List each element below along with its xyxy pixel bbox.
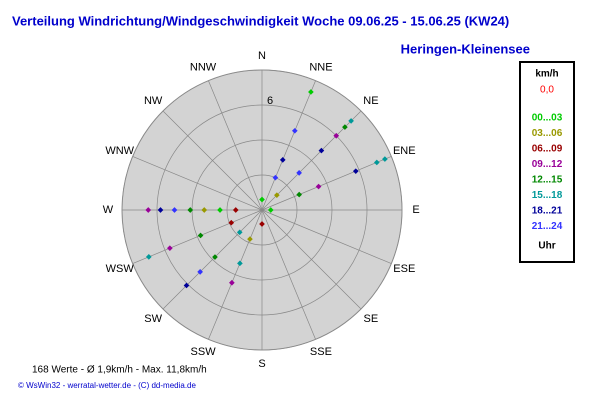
legend-entry: 06...09: [532, 144, 563, 155]
point: [267, 207, 274, 213]
point: [333, 132, 340, 139]
footer: 168 Werte - Ø 1,9km/h - Max. 11,8km/h: [32, 365, 207, 376]
spoke: [132, 156, 263, 211]
direction-label: ESE: [393, 263, 415, 275]
chart-subtitle: Heringen-Kleinensee: [401, 41, 530, 56]
point: [296, 191, 303, 198]
point: [197, 269, 203, 275]
point: [167, 245, 173, 252]
point: [197, 232, 204, 239]
direction-label: NNW: [190, 62, 217, 74]
point: [272, 174, 279, 181]
direction-label: W: [103, 204, 114, 216]
r-tick-label: 6: [267, 95, 273, 107]
direction-label: NNE: [309, 62, 332, 74]
direction-label: SSW: [191, 346, 217, 358]
point: [183, 282, 190, 289]
point: [373, 159, 380, 166]
spoke: [162, 110, 263, 211]
legend-entry: 21...24: [532, 221, 563, 232]
direction-label: ENE: [393, 145, 416, 157]
spoke: [208, 209, 263, 340]
point: [232, 207, 239, 213]
legend-calm: 0,0: [540, 85, 554, 96]
point: [348, 118, 354, 124]
point: [171, 207, 178, 213]
point: [296, 170, 302, 176]
legend-entry: 18...21: [532, 206, 563, 217]
legend-box: [519, 61, 575, 263]
direction-label: WSW: [106, 263, 135, 275]
chart-title: Verteilung Windrichtung/Windgeschwindigk…: [12, 13, 509, 28]
credits: © WsWin32 - werratal-wetter.de - (C) dd-…: [18, 381, 196, 390]
legend-entry: 09...12: [532, 159, 563, 170]
point: [259, 196, 265, 203]
point: [247, 236, 253, 242]
point: [217, 207, 223, 213]
point: [318, 147, 325, 154]
point: [291, 127, 298, 134]
point: [274, 192, 280, 198]
direction-label: S: [258, 358, 265, 370]
direction-label: E: [412, 204, 419, 216]
point: [315, 183, 322, 190]
direction-label: SSE: [310, 346, 332, 358]
point: [228, 219, 235, 226]
point: [145, 254, 152, 260]
point: [157, 207, 164, 213]
spoke: [261, 156, 392, 211]
point: [237, 260, 243, 267]
spoke: [208, 80, 263, 211]
direction-label: SE: [364, 313, 379, 325]
legend-entry: 12...15: [532, 175, 563, 186]
legend-entry: 15...18: [532, 190, 563, 201]
point: [308, 89, 314, 95]
point: [279, 157, 286, 163]
point: [201, 207, 208, 213]
point: [187, 207, 194, 213]
legend-footer: Uhr: [538, 241, 555, 252]
direction-label: SW: [144, 313, 162, 325]
spoke: [261, 80, 316, 211]
point: [145, 207, 152, 213]
point: [342, 124, 348, 130]
spoke: [261, 209, 392, 264]
legend-entry: 00...03: [532, 113, 563, 124]
direction-label: NE: [363, 95, 378, 107]
point: [236, 229, 243, 236]
direction-label: NW: [144, 95, 163, 107]
legend-title: km/h: [535, 69, 558, 80]
spoke: [261, 209, 362, 310]
spoke: [261, 209, 316, 340]
legend-entry: 03...06: [532, 128, 563, 139]
point: [259, 221, 265, 227]
point: [229, 279, 235, 286]
point: [352, 168, 359, 174]
spoke: [132, 209, 263, 264]
direction-label: WNW: [105, 145, 134, 157]
spoke: [162, 209, 263, 310]
point: [382, 156, 388, 162]
direction-label: N: [258, 50, 266, 62]
